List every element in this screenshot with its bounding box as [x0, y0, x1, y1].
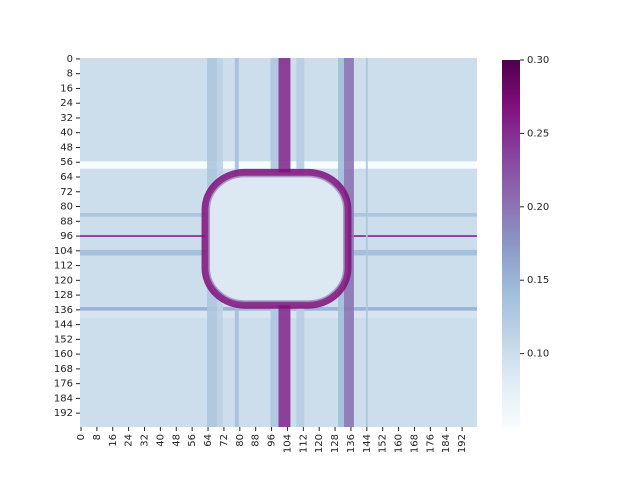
y-tick-label: 8 — [67, 69, 73, 80]
x-tick-label: 88 — [251, 434, 262, 447]
y-tick-label: 192 — [54, 408, 73, 419]
y-tick-label: 144 — [54, 320, 73, 331]
x-tick-label: 8 — [92, 434, 103, 440]
y-tick-label: 112 — [54, 261, 73, 272]
x-tick-label: 176 — [425, 434, 436, 453]
y-tick-label: 48 — [60, 142, 73, 153]
x-tick-label: 96 — [267, 434, 278, 447]
y-tick-label: 176 — [54, 379, 73, 390]
heatmap-plot-area — [80, 58, 477, 427]
x-tick-label: 48 — [171, 434, 182, 447]
x-tick-label: 16 — [108, 434, 119, 447]
colorbar-tick-label: 0.25 — [527, 128, 549, 139]
x-tick-label: 24 — [124, 434, 135, 447]
y-tick-label: 160 — [54, 349, 73, 360]
x-tick-label: 80 — [235, 434, 246, 447]
y-tick-label: 72 — [60, 187, 73, 198]
y-tick-label: 40 — [60, 128, 73, 139]
y-tick-label: 136 — [54, 305, 73, 316]
x-tick-label: 72 — [219, 434, 230, 447]
x-tick-label: 0 — [76, 434, 87, 440]
x-tick-label: 128 — [330, 434, 341, 453]
x-tick-label: 104 — [282, 434, 293, 453]
x-tick-label: 136 — [346, 434, 357, 453]
x-tick-label: 64 — [203, 434, 214, 447]
x-tick-label: 40 — [155, 434, 166, 447]
x-tick-label: 192 — [457, 434, 468, 453]
y-tick-label: 32 — [60, 113, 73, 124]
y-tick-label: 0 — [67, 54, 73, 65]
heatmap-vertical-band-8 — [365, 58, 368, 427]
colorbar-tick-label: 0.30 — [527, 55, 549, 66]
y-tick-label: 80 — [60, 202, 73, 213]
x-tick-label: 160 — [394, 434, 405, 453]
x-tick-label: 152 — [378, 434, 389, 453]
x-tick-label: 112 — [298, 434, 309, 453]
heatmap-axes: 0 8 16 24 32 40 48 56 64 72 80 88 96 104 112 120 128 136 1… — [54, 54, 468, 453]
y-tick-label: 152 — [54, 334, 73, 345]
y-tick-label: 96 — [60, 231, 73, 242]
y-tick-label: 104 — [54, 246, 73, 257]
y-tick-label: 120 — [54, 275, 73, 286]
y-tick-label: 128 — [54, 290, 73, 301]
x-tick-label: 56 — [187, 434, 198, 447]
heatmap-ring-outline — [201, 168, 352, 309]
colorbar-tick-label: 0.10 — [527, 349, 549, 360]
colorbar-tick-label: 0.20 — [527, 202, 549, 213]
y-tick-label: 184 — [54, 393, 73, 404]
x-tick-label: 184 — [441, 434, 452, 453]
x-tick-label: 144 — [362, 434, 373, 453]
colorbar-gradient — [502, 60, 520, 427]
x-tick-label: 32 — [140, 434, 151, 447]
y-tick-label: 24 — [60, 98, 73, 109]
x-tick-label: 120 — [314, 434, 325, 453]
y-tick-label: 16 — [60, 83, 73, 94]
y-tick-label: 56 — [60, 157, 73, 168]
heatmap-ring-interior — [205, 172, 348, 306]
colorbar-tick-label: 0.15 — [527, 275, 549, 286]
y-tick-label: 88 — [60, 216, 73, 227]
colorbar: 0.10 0.15 0.20 0.25 0.30 — [502, 55, 549, 427]
heatmap-ring-inner-edge — [208, 175, 345, 303]
y-tick-label: 64 — [60, 172, 73, 183]
y-tick-label: 168 — [54, 364, 73, 375]
x-tick-label: 168 — [409, 434, 420, 453]
